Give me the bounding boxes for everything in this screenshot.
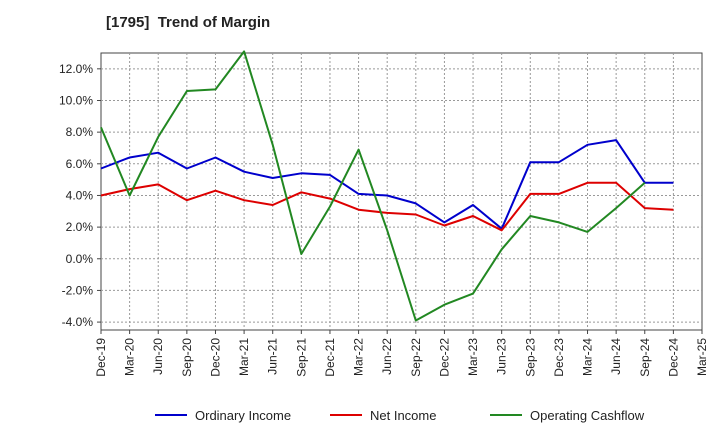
x-tick-label: Mar-21 bbox=[237, 338, 251, 376]
plot-area bbox=[100, 52, 703, 331]
x-tick-label: Mar-24 bbox=[581, 338, 595, 376]
x-tick-label: Dec-22 bbox=[437, 338, 451, 377]
series-line-ordinary-income bbox=[100, 139, 674, 230]
series-line-operating-cashflow bbox=[100, 50, 646, 322]
y-tick-label: 4.0% bbox=[66, 188, 94, 202]
x-tick-label: Sep-20 bbox=[180, 338, 194, 377]
x-tick-label: Mar-22 bbox=[352, 338, 366, 376]
series-line-net-income bbox=[100, 181, 674, 232]
y-tick-label: 0.0% bbox=[66, 252, 94, 266]
y-tick-label: 8.0% bbox=[66, 125, 94, 139]
y-tick-label: 2.0% bbox=[66, 220, 94, 234]
chart-title: [1795] Trend of Margin bbox=[106, 14, 271, 31]
x-tick-label: Sep-21 bbox=[294, 338, 308, 377]
x-tick-label: Dec-19 bbox=[94, 338, 108, 377]
x-tick-label: Jun-21 bbox=[266, 338, 280, 375]
x-tick-label: Dec-21 bbox=[323, 338, 337, 377]
legend-label: Ordinary Income bbox=[195, 408, 291, 423]
x-tick-label: Sep-24 bbox=[638, 338, 652, 377]
y-tick-label: 12.0% bbox=[59, 62, 93, 76]
y-tick-label: -4.0% bbox=[62, 315, 94, 329]
x-tick-label: Dec-23 bbox=[552, 338, 566, 377]
x-tick-label: Mar-25 bbox=[695, 338, 709, 376]
y-tick-label: -2.0% bbox=[62, 283, 94, 297]
y-tick-label: 6.0% bbox=[66, 157, 94, 171]
x-tick-label: Dec-24 bbox=[666, 338, 680, 377]
x-tick-label: Dec-20 bbox=[208, 338, 222, 377]
x-tick-label: Sep-23 bbox=[523, 338, 537, 377]
legend-label: Net Income bbox=[370, 408, 436, 423]
x-tick-label: Jun-20 bbox=[151, 338, 165, 375]
x-tick-label: Jun-24 bbox=[609, 338, 623, 375]
legend-label: Operating Cashflow bbox=[530, 408, 645, 423]
x-tick-label: Jun-23 bbox=[495, 338, 509, 375]
x-tick-label: Jun-22 bbox=[380, 338, 394, 375]
x-tick-label: Mar-20 bbox=[123, 338, 137, 376]
x-tick-label: Sep-22 bbox=[409, 338, 423, 377]
y-tick-label: 10.0% bbox=[59, 93, 93, 107]
x-tick-label: Mar-23 bbox=[466, 338, 480, 376]
